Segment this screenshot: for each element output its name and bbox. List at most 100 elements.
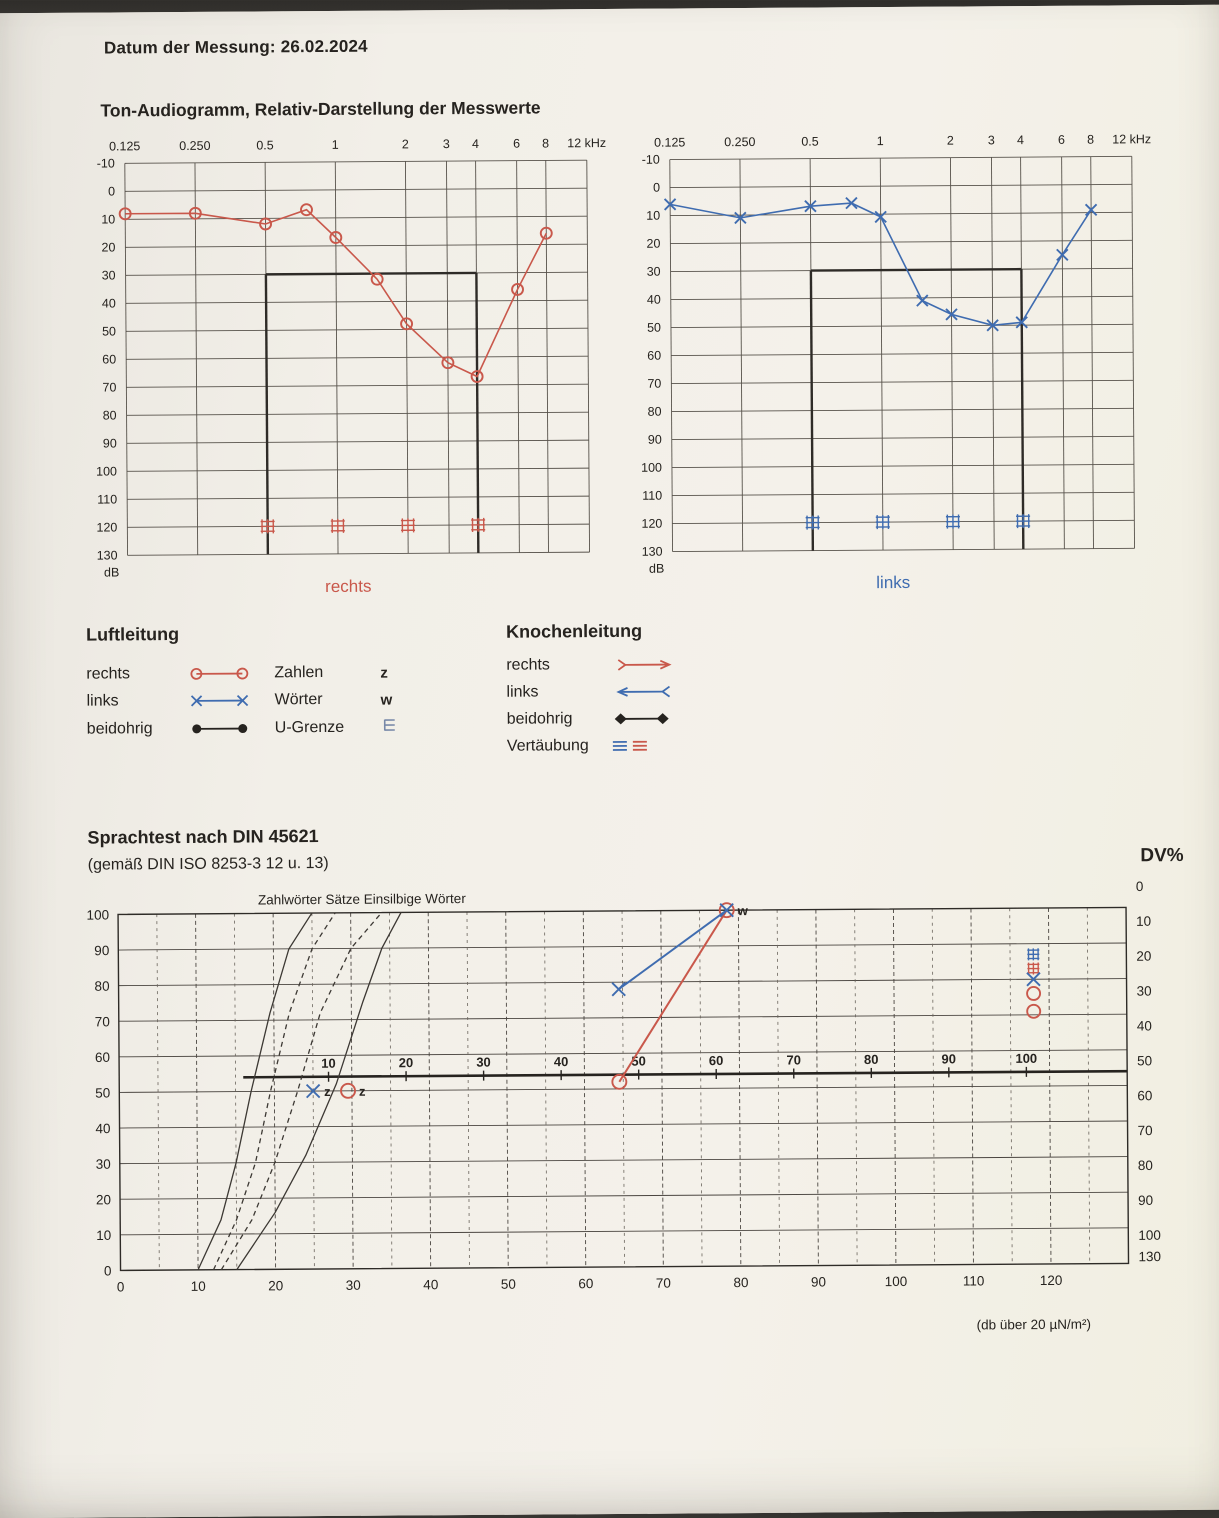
svg-text:80: 80 (864, 1052, 879, 1067)
svg-text:110: 110 (97, 492, 117, 506)
svg-text:0: 0 (108, 184, 115, 198)
bone-left-label: links (506, 683, 606, 702)
masking-label: Vertäubung (507, 737, 607, 756)
svg-text:20: 20 (646, 237, 660, 251)
svg-text:40: 40 (95, 1121, 110, 1136)
svg-text:z: z (324, 1084, 331, 1099)
svg-text:130: 130 (97, 548, 118, 562)
bone-conduction-legend: Knochenleitung rechts links (506, 620, 695, 764)
svg-text:2: 2 (947, 134, 954, 148)
svg-text:60: 60 (102, 352, 116, 366)
svg-text:-10: -10 (97, 156, 115, 170)
svg-text:10: 10 (646, 209, 660, 223)
svg-text:60: 60 (1137, 1088, 1152, 1103)
masking-lines-icon (607, 737, 683, 754)
svg-text:50: 50 (647, 321, 661, 335)
air-right-marker (186, 665, 274, 682)
svg-text:80: 80 (648, 405, 662, 419)
measurement-date: Datum der Messung: 26.02.2024 (104, 31, 1219, 59)
svg-text:80: 80 (1138, 1158, 1153, 1173)
svg-text:2: 2 (402, 137, 409, 151)
svg-text:60: 60 (709, 1053, 724, 1068)
svg-text:90: 90 (103, 436, 117, 450)
svg-text:60: 60 (647, 349, 661, 363)
svg-text:60: 60 (95, 1050, 110, 1065)
air-legend-row-rechts: rechts Zahlen z (86, 663, 506, 684)
limit-markers (1027, 948, 1040, 1018)
air-conduction-legend: Luftleitung rechts Zahlen z links (86, 622, 507, 768)
bone-left-marker (606, 683, 694, 700)
svg-text:12 kHz: 12 kHz (1112, 132, 1151, 146)
bone-legend-row-links: links (506, 682, 694, 701)
svg-text:0.250: 0.250 (179, 139, 210, 153)
svg-text:1: 1 (332, 138, 339, 152)
svg-text:50: 50 (1137, 1053, 1152, 1068)
scanned-page: Datum der Messung: 26.02.2024 Ton-Audiog… (0, 5, 1219, 1518)
svg-text:12 kHz: 12 kHz (567, 136, 606, 150)
svg-text:30: 30 (102, 268, 116, 282)
svg-text:80: 80 (103, 408, 117, 422)
svg-text:4: 4 (1017, 133, 1024, 147)
tone-audiogram-title: Ton-Audiogramm, Relativ-Darstellung der … (100, 93, 1219, 122)
woerter-label: Wörter (275, 691, 381, 710)
svg-text:70: 70 (95, 1014, 110, 1029)
svg-text:0.250: 0.250 (724, 135, 755, 149)
svg-text:20: 20 (96, 1192, 111, 1207)
svg-text:20: 20 (399, 1055, 414, 1070)
page-content: Datum der Messung: 26.02.2024 Ton-Audiog… (0, 5, 1219, 1340)
svg-text:80: 80 (733, 1275, 748, 1290)
svg-text:3: 3 (443, 137, 450, 151)
svg-text:40: 40 (1137, 1018, 1152, 1033)
speech-test-title: Sprachtest nach DIN 45621 (87, 826, 328, 849)
svg-text:10: 10 (191, 1279, 206, 1294)
circle-line-circle-icon (186, 665, 256, 681)
svg-text:0.5: 0.5 (256, 138, 274, 152)
svg-text:10: 10 (1136, 914, 1151, 929)
svg-text:6: 6 (1058, 133, 1065, 147)
speech-test-subtitle: (gemäß DIN ISO 8253-3 12 u. 13) (88, 855, 329, 875)
air-left-marker (187, 692, 275, 709)
svg-text:-10: -10 (642, 153, 660, 167)
svg-text:40: 40 (102, 296, 116, 310)
zahlen-label: Zahlen (274, 664, 380, 683)
svg-text:60: 60 (578, 1276, 593, 1291)
svg-text:30: 30 (346, 1278, 361, 1293)
svg-text:40: 40 (647, 293, 661, 307)
x-line-x-icon (187, 692, 257, 708)
svg-text:110: 110 (642, 489, 662, 503)
svg-text:z: z (359, 1084, 366, 1099)
bone-both-marker (607, 710, 695, 727)
svg-text:4: 4 (472, 137, 479, 151)
svg-text:8: 8 (542, 136, 549, 150)
svg-text:90: 90 (648, 433, 662, 447)
air-left-label: links (87, 692, 187, 711)
svg-text:90: 90 (1138, 1193, 1153, 1208)
svg-text:dB: dB (649, 562, 664, 576)
bone-legend-row-rechts: rechts (506, 655, 694, 674)
svg-text:3: 3 (988, 133, 995, 147)
svg-text:0: 0 (117, 1279, 125, 1294)
svg-text:0: 0 (653, 181, 660, 195)
svg-text:20: 20 (268, 1278, 283, 1293)
svg-text:40: 40 (423, 1277, 438, 1292)
dot-line-dot-icon (187, 720, 257, 736)
bone-right-label: rechts (506, 656, 606, 675)
svg-text:120: 120 (1040, 1273, 1063, 1288)
dv-percent-label: DV% (1140, 845, 1183, 867)
svg-text:Zahlwörter Sätze Einsilbige Wö: Zahlwörter Sätze Einsilbige Wörter (258, 891, 466, 907)
air-legend-row-beidohrig: beidohrig U-Grenze (87, 717, 507, 739)
air-legend-row-links: links Wörter w (87, 690, 507, 711)
svg-text:100: 100 (885, 1274, 908, 1289)
svg-text:30: 30 (647, 265, 661, 279)
svg-text:8: 8 (1087, 133, 1094, 147)
svg-text:0: 0 (104, 1263, 112, 1278)
bone-legend-row-beidohrig: beidohrig (507, 709, 695, 728)
svg-text:120: 120 (641, 517, 662, 531)
u-grenze-symbol (381, 717, 421, 736)
